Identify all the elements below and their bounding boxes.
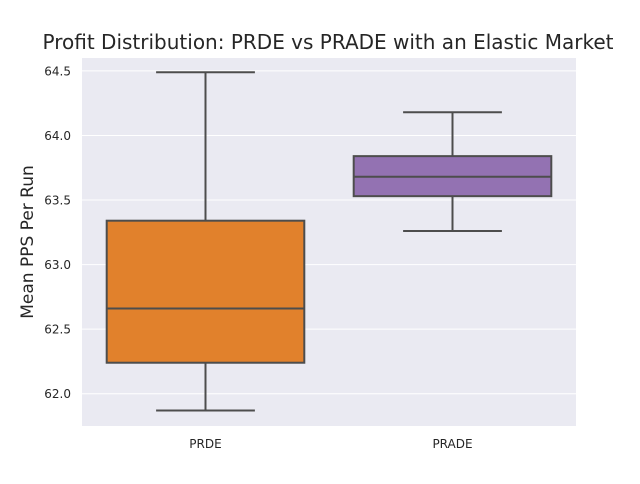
y-axis-ticks: 62.0 62.5 63.0 63.5 64.0 64.5 [44,64,71,401]
y-tick-label: 62.0 [44,387,71,401]
y-tick-label: 62.5 [44,323,71,337]
y-tick-label: 64.5 [44,64,71,78]
y-axis-label: Mean PPS Per Run [18,165,38,319]
boxes [105,71,553,412]
x-axis-ticks: PRDE PRADE [189,437,472,451]
box-prade [352,111,553,233]
y-tick-label: 63.0 [44,258,71,272]
box-prde [105,71,306,412]
chart-title: Profit Distribution: PRDE vs PRADE with … [43,30,614,54]
interquartile-box [105,219,306,364]
y-tick-label: 64.0 [44,129,71,143]
y-tick-label: 63.5 [44,194,71,208]
x-tick-label: PRDE [189,437,221,451]
x-tick-label: PRADE [432,437,472,451]
grid-lines [82,70,576,395]
